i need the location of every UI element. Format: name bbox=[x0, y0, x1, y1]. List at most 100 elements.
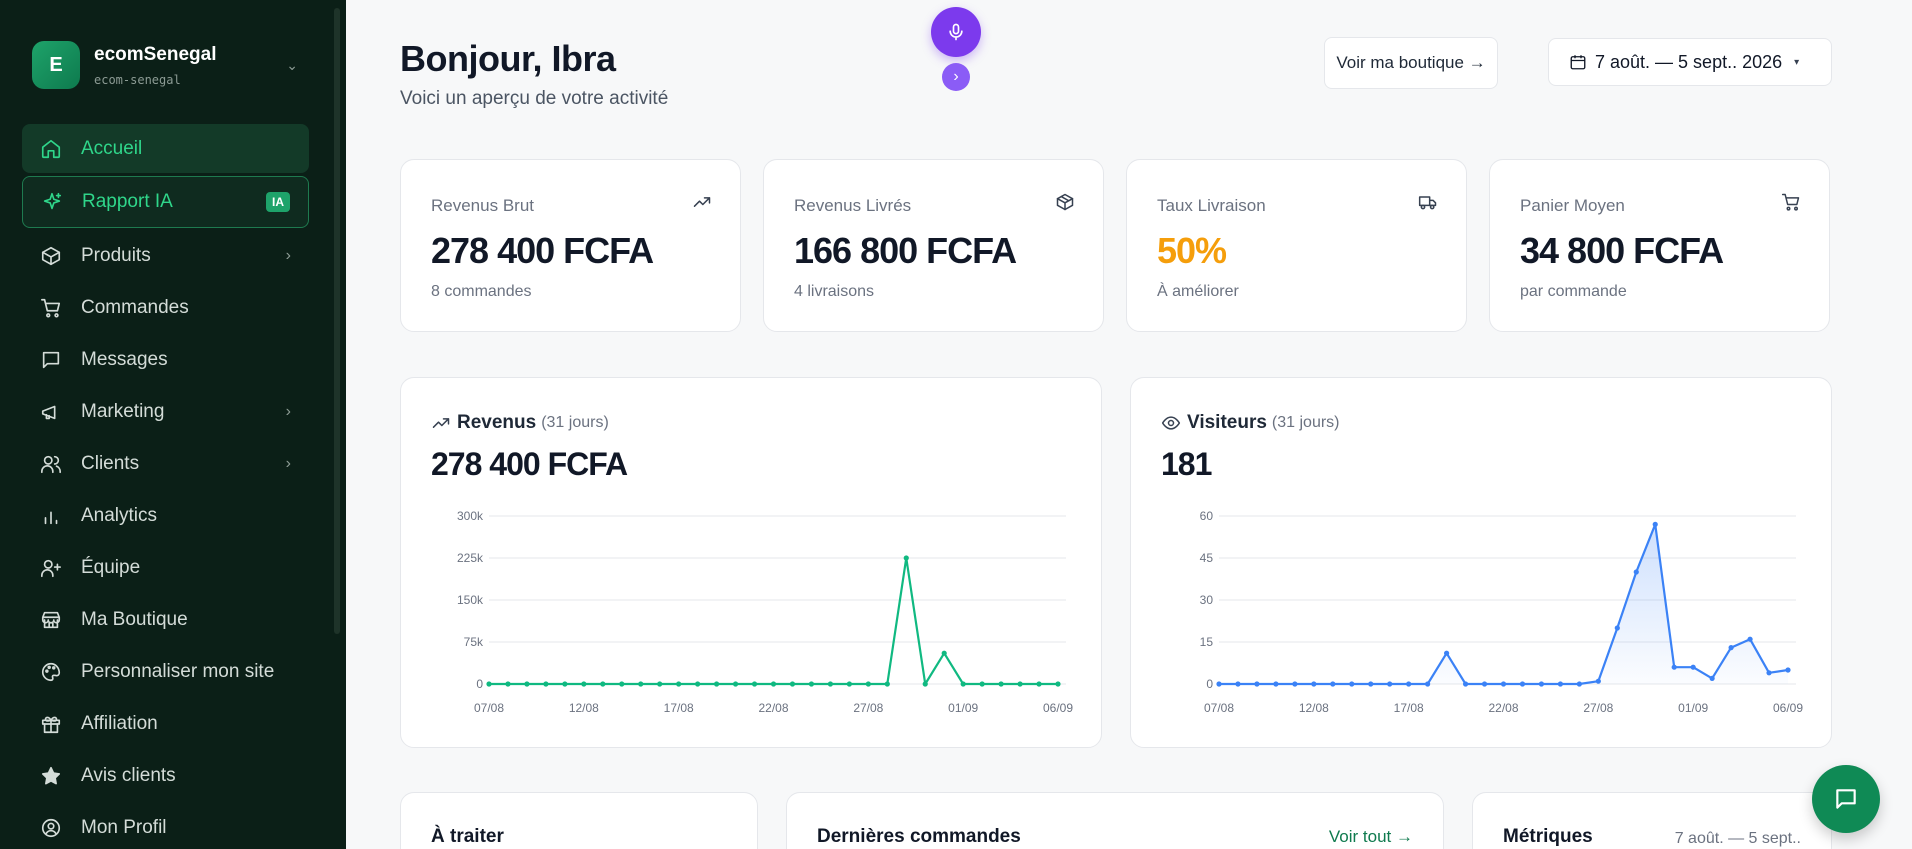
sidebar-item-label: Ma Boutique bbox=[81, 608, 188, 630]
stat-subtext: 8 commandes bbox=[431, 283, 532, 300]
date-range-picker[interactable]: 7 août. — 5 sept.. 2026 ▾ bbox=[1548, 38, 1832, 86]
sidebar-item-label: Affiliation bbox=[81, 712, 158, 734]
card-title: Métriques bbox=[1503, 826, 1593, 847]
chart-title: Visiteurs bbox=[1187, 412, 1267, 433]
metrics-card: Métriques 7 août. — 5 sept.. bbox=[1472, 792, 1832, 849]
sidebar-item-label: Rapport IA bbox=[82, 191, 173, 212]
data-point bbox=[998, 681, 1004, 687]
y-tick-label: 75k bbox=[464, 635, 484, 649]
x-tick-label: 27/08 bbox=[1583, 701, 1613, 715]
bar-chart-icon bbox=[40, 505, 62, 527]
truck-icon bbox=[1418, 192, 1438, 212]
sidebar-item-accueil[interactable]: Accueil bbox=[22, 124, 309, 173]
stat-subtext: À améliorer bbox=[1157, 283, 1239, 300]
sidebar-item-rapport-ia[interactable]: Rapport IA IA bbox=[22, 176, 309, 228]
y-tick-label: 150k bbox=[457, 593, 484, 607]
sidebar-item-avis-clients[interactable]: Avis clients bbox=[22, 751, 309, 800]
data-point bbox=[619, 681, 625, 687]
stat-title: Taux Livraison bbox=[1157, 196, 1266, 215]
store-slug: ecom-senegal bbox=[94, 72, 181, 87]
y-tick-label: 60 bbox=[1200, 509, 1214, 523]
x-tick-label: 17/08 bbox=[664, 701, 694, 715]
x-tick-label: 12/08 bbox=[1299, 701, 1329, 715]
chart-period: (31 jours) bbox=[1271, 414, 1340, 431]
stat-subtext: 4 livraisons bbox=[794, 283, 875, 300]
voice-assistant-button[interactable] bbox=[931, 7, 981, 57]
revenue-line-chart: 0 75k 150k 225k 300k 07/08 12/08 17/08 22/08 27/0… bbox=[457, 509, 1073, 715]
x-tick-label: 22/08 bbox=[1488, 701, 1518, 715]
stat-value: 278 400 FCFA bbox=[431, 230, 654, 271]
chevron-right-icon: › bbox=[285, 402, 291, 420]
data-point bbox=[1235, 681, 1241, 687]
x-tick-label: 27/08 bbox=[853, 701, 883, 715]
stat-value: 50% bbox=[1157, 230, 1227, 271]
x-tick-label: 17/08 bbox=[1394, 701, 1424, 715]
sidebar-item-clients[interactable]: Clients › bbox=[22, 439, 309, 488]
y-tick-label: 225k bbox=[457, 551, 484, 565]
data-point bbox=[1444, 650, 1450, 656]
chart-total: 181 bbox=[1161, 446, 1212, 482]
chat-button[interactable] bbox=[1812, 765, 1880, 833]
visitors-chart-card: Visiteurs (31 jours) 181 0 15 30 45 60 07/08 1… bbox=[1130, 377, 1832, 748]
sidebar-item-personnaliser[interactable]: Personnaliser mon site bbox=[22, 647, 309, 696]
data-point bbox=[657, 681, 663, 687]
data-point bbox=[789, 681, 796, 687]
card-title: À traiter bbox=[431, 826, 504, 847]
data-point bbox=[1747, 636, 1753, 642]
x-tick-label: 07/08 bbox=[474, 701, 504, 715]
data-point bbox=[751, 681, 758, 687]
sidebar: E ecomSenegal ecom-senegal ⌄ Accueil Rap… bbox=[0, 0, 346, 849]
sidebar-item-equipe[interactable]: Équipe bbox=[22, 543, 309, 592]
data-point bbox=[600, 681, 606, 687]
sidebar-item-label: Marketing bbox=[81, 400, 165, 422]
data-point bbox=[543, 681, 549, 687]
chart-header: Revenus (31 jours) bbox=[431, 412, 609, 434]
view-shop-button[interactable]: Voir ma boutique → bbox=[1324, 37, 1498, 89]
series-line bbox=[1219, 523, 1789, 686]
chevron-down-icon: ▾ bbox=[1794, 56, 1800, 68]
data-point bbox=[941, 650, 947, 656]
view-all-link[interactable]: Voir tout → bbox=[1328, 827, 1413, 846]
stat-card-revenus-brut: Revenus Brut 278 400 FCFA 8 commandes bbox=[400, 159, 741, 332]
data-point bbox=[960, 681, 966, 687]
sidebar-item-analytics[interactable]: Analytics bbox=[22, 491, 309, 540]
stat-title: Panier Moyen bbox=[1520, 196, 1625, 215]
sidebar-item-label: Personnaliser mon site bbox=[81, 660, 275, 682]
data-point bbox=[638, 681, 644, 687]
data-point bbox=[846, 681, 852, 687]
microphone-icon bbox=[949, 23, 963, 41]
data-point bbox=[884, 681, 890, 687]
package-icon bbox=[1055, 192, 1075, 212]
chevron-down-icon[interactable]: ⌄ bbox=[286, 56, 298, 73]
data-point bbox=[714, 681, 720, 687]
data-point bbox=[1330, 681, 1336, 687]
sidebar-item-commandes[interactable]: Commandes bbox=[22, 283, 309, 332]
series-line bbox=[489, 556, 1058, 686]
data-point bbox=[1216, 681, 1222, 687]
data-point bbox=[770, 681, 777, 687]
trending-up-icon bbox=[692, 192, 712, 212]
data-point bbox=[1425, 681, 1431, 687]
data-point bbox=[1387, 681, 1393, 687]
chevron-right-icon[interactable]: › bbox=[942, 63, 970, 91]
data-point bbox=[1368, 681, 1374, 687]
y-tick-label: 0 bbox=[476, 677, 483, 691]
stat-card-panier-moyen: Panier Moyen 34 800 FCFA par commande bbox=[1489, 159, 1830, 332]
sidebar-item-affiliation[interactable]: Affiliation bbox=[22, 699, 309, 748]
data-point bbox=[486, 681, 492, 687]
date-range-value: 7 août. — 5 sept.. 2026 bbox=[1595, 51, 1783, 72]
sidebar-item-marketing[interactable]: Marketing › bbox=[22, 387, 309, 436]
sidebar-item-produits[interactable]: Produits › bbox=[22, 231, 309, 280]
x-tick-label: 12/08 bbox=[569, 701, 599, 715]
store-switcher[interactable]: E ecomSenegal ecom-senegal ⌄ bbox=[32, 40, 298, 90]
home-icon bbox=[40, 138, 62, 160]
sidebar-item-ma-boutique[interactable]: Ma Boutique bbox=[22, 595, 309, 644]
sidebar-item-label: Clients bbox=[81, 452, 140, 474]
chart-title: Revenus bbox=[457, 412, 537, 433]
sidebar-item-messages[interactable]: Messages bbox=[22, 335, 309, 384]
x-tick-label: 07/08 bbox=[1204, 701, 1234, 715]
sidebar-scrollbar[interactable] bbox=[334, 8, 340, 634]
sidebar-item-mon-profil[interactable]: Mon Profil bbox=[22, 803, 309, 849]
calendar-icon bbox=[1570, 55, 1586, 70]
x-tick-label: 22/08 bbox=[758, 701, 788, 715]
